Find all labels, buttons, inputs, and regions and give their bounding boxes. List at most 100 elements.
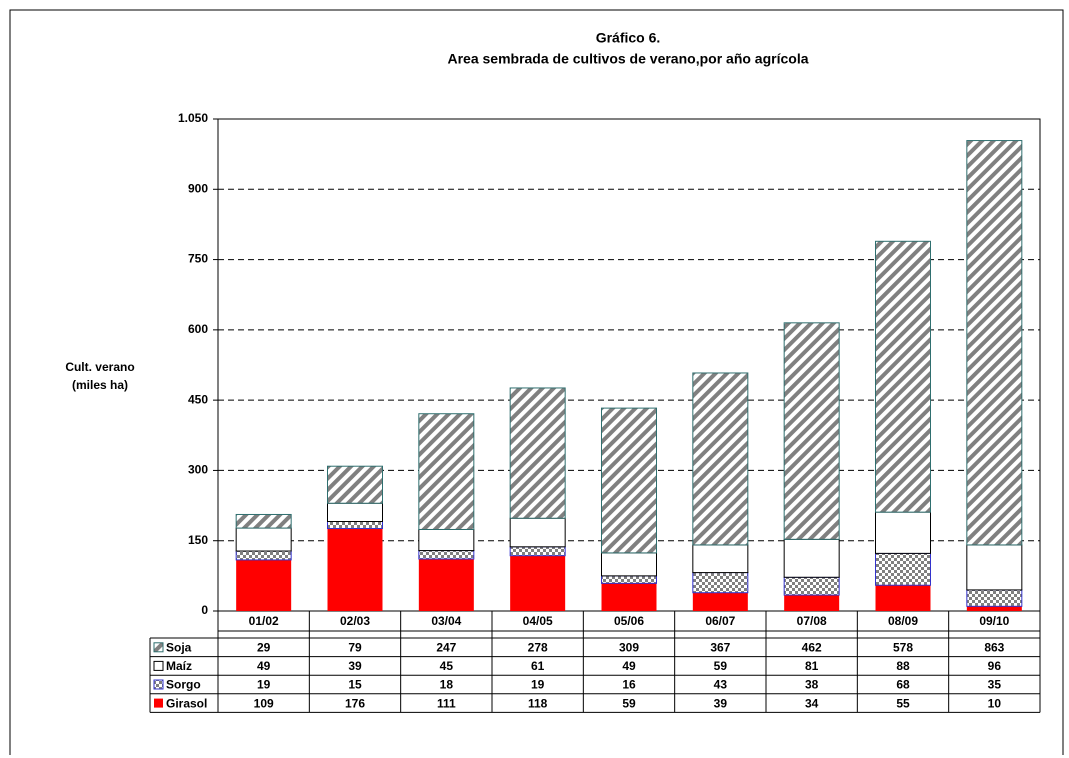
bar-segment — [783, 538, 840, 578]
x-tick-label: 09/10 — [979, 614, 1009, 628]
bar-segment — [418, 413, 475, 530]
table-value: 118 — [528, 696, 548, 710]
bar-segment — [601, 407, 657, 554]
table-value: 111 — [437, 696, 456, 710]
bar-segment — [509, 517, 566, 548]
y-tick-label: 0 — [201, 603, 208, 617]
bar-segment — [875, 240, 931, 513]
bar-segment — [235, 550, 292, 561]
table-value: 367 — [710, 640, 730, 654]
bar-segment — [875, 552, 931, 586]
y-tick-label: 450 — [188, 392, 208, 406]
chart-title: Gráfico 6. — [596, 30, 661, 46]
table-value: 29 — [257, 640, 271, 654]
bar-segment — [235, 527, 292, 552]
bar-segment — [327, 465, 383, 504]
table-value: 247 — [436, 640, 456, 654]
table-value: 10 — [988, 696, 1002, 710]
legend-label: Maíz — [166, 659, 192, 673]
legend-label: Girasol — [166, 696, 207, 710]
bar-segment — [510, 555, 566, 611]
table-value: 38 — [805, 678, 819, 692]
table-value: 176 — [345, 696, 365, 710]
y-axis-label: Cult. verano — [65, 360, 134, 374]
bar-segment — [418, 558, 474, 611]
bar-segment — [509, 546, 566, 557]
table-value: 88 — [896, 659, 910, 673]
table-value: 39 — [714, 696, 728, 710]
legend-key — [154, 698, 163, 708]
bar-segment — [966, 606, 1022, 611]
x-tick-label: 02/03 — [340, 614, 370, 628]
bar-segment — [692, 372, 749, 546]
x-tick-label: 01/02 — [249, 614, 279, 628]
bar-segment — [692, 572, 749, 594]
bar-segment — [966, 140, 1023, 546]
table-value: 43 — [714, 678, 728, 692]
y-axis-label: (miles ha) — [72, 378, 128, 392]
bar-segment — [966, 589, 1023, 607]
bar-segment — [327, 502, 383, 523]
x-tick-label: 06/07 — [705, 614, 735, 628]
table-value: 15 — [348, 678, 362, 692]
bar-segment — [783, 576, 840, 596]
table-value: 39 — [348, 659, 362, 673]
table-value: 309 — [619, 640, 639, 654]
bar-segment — [509, 387, 566, 519]
table-value: 34 — [805, 696, 819, 710]
bar-segment — [784, 595, 840, 611]
table-value: 18 — [440, 678, 454, 692]
y-tick-label: 900 — [188, 181, 208, 195]
y-tick-label: 600 — [188, 322, 208, 336]
table-value: 462 — [802, 640, 822, 654]
bar-segment — [601, 583, 657, 611]
bar-segment — [692, 544, 749, 574]
table-value: 59 — [714, 659, 728, 673]
chart-subtitle: Area sembrada de cultivos de verano,por … — [447, 51, 808, 67]
x-tick-label: 07/08 — [797, 614, 827, 628]
x-tick-label: 08/09 — [888, 614, 918, 628]
y-tick-label: 750 — [188, 252, 208, 266]
table-value: 79 — [348, 640, 362, 654]
table-value: 68 — [896, 678, 910, 692]
legend-key — [153, 660, 164, 671]
table-value: 59 — [622, 696, 636, 710]
table-value: 49 — [257, 659, 271, 673]
table-value: 19 — [257, 678, 271, 692]
table-value: 81 — [805, 659, 819, 673]
table-value: 863 — [984, 640, 1004, 654]
legend-key — [153, 679, 164, 690]
y-tick-label: 300 — [188, 463, 208, 477]
legend-label: Sorgo — [166, 678, 201, 692]
table-value: 19 — [531, 678, 545, 692]
bar-segment — [236, 559, 292, 611]
x-tick-label: 03/04 — [431, 614, 461, 628]
table-value: 109 — [254, 696, 274, 710]
y-tick-label: 150 — [188, 533, 208, 547]
legend-key — [153, 642, 164, 653]
bar-segment — [783, 322, 840, 540]
bar-segment — [601, 575, 657, 584]
table-value: 578 — [893, 640, 913, 654]
bar-segment — [966, 544, 1023, 591]
bar-segment — [601, 552, 657, 577]
table-value: 16 — [622, 678, 636, 692]
bar-segment — [875, 585, 931, 611]
table-value: 35 — [988, 678, 1002, 692]
x-tick-label: 05/06 — [614, 614, 644, 628]
bar-segment — [235, 513, 292, 529]
x-tick-label: 04/05 — [523, 614, 553, 628]
table-value: 49 — [622, 659, 636, 673]
bar-segment — [418, 528, 475, 552]
legend-label: Soja — [166, 640, 192, 654]
bar-segment — [692, 592, 748, 611]
table-value: 278 — [528, 640, 548, 654]
chart-border — [9, 9, 1064, 755]
y-tick-label: 1.050 — [178, 111, 208, 125]
table-value: 61 — [531, 659, 545, 673]
bar-segment — [418, 550, 475, 560]
bar-segment — [327, 521, 383, 530]
table-value: 96 — [988, 659, 1002, 673]
table-value: 45 — [440, 659, 454, 673]
